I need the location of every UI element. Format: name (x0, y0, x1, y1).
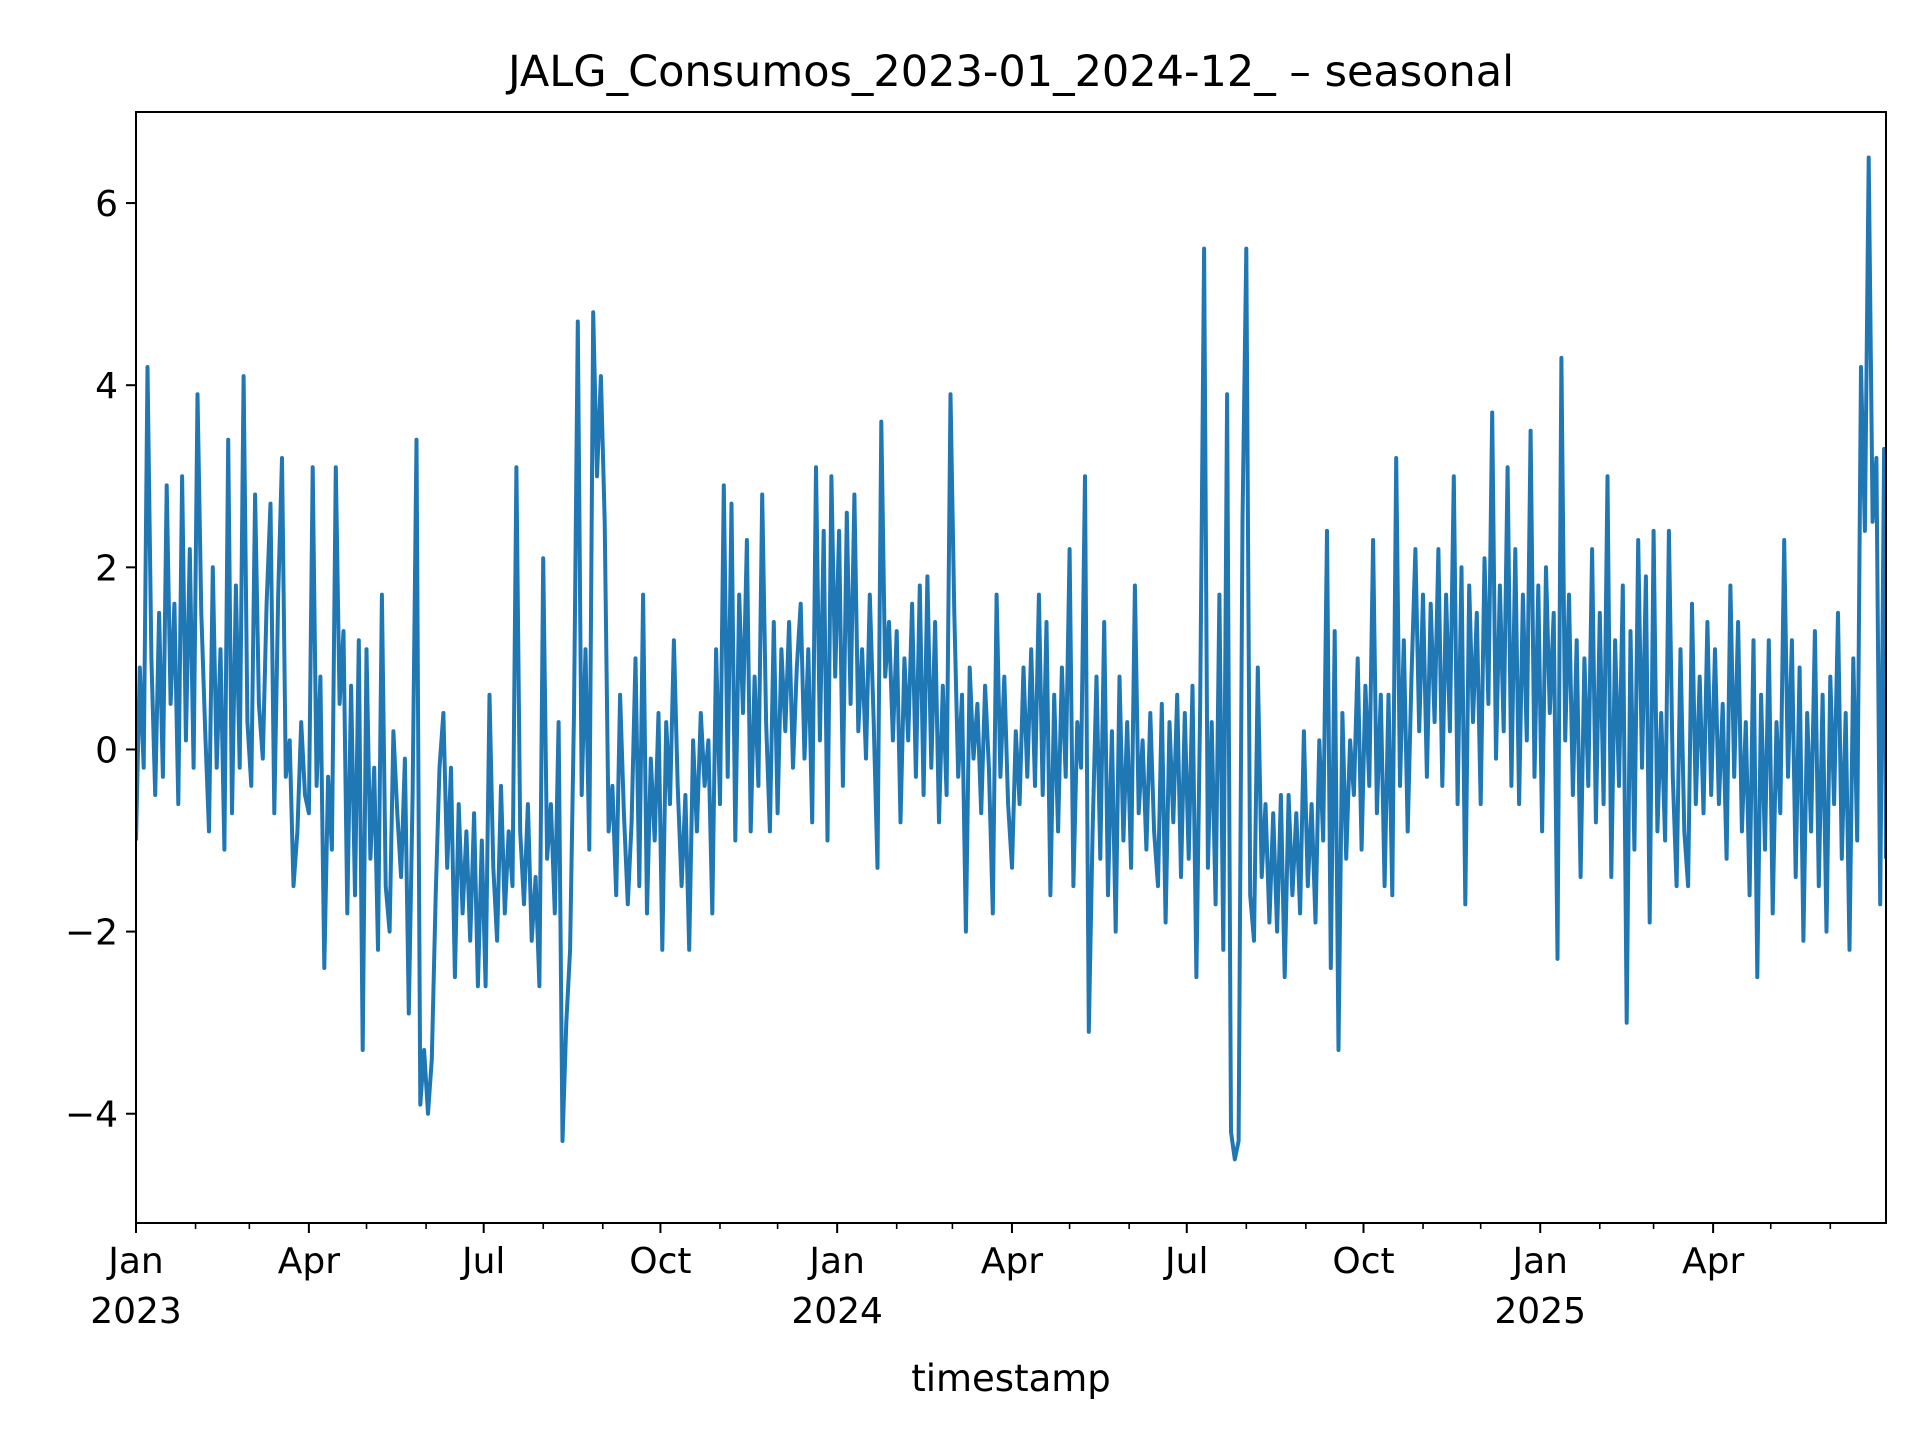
x-axis: Jan 2023 Apr Jul Oct Jan 2024 Apr Jul Oct Jan 2025 A… (90, 1223, 1832, 1332)
y-tick-label: 6 (95, 184, 118, 225)
series-line-0 (136, 155, 1886, 1162)
x-tick-label: Jan (106, 1241, 164, 1282)
x-tick-label: Oct (629, 1241, 691, 1282)
x-tick-label: Jan (807, 1241, 865, 1282)
x-axis-label: timestamp (911, 1357, 1111, 1400)
x-tick-year-label: 2025 (1494, 1291, 1586, 1332)
y-tick-label: −4 (65, 1095, 118, 1136)
x-tick-label: Jul (460, 1241, 505, 1282)
chart-title: JALG_Consumos_2023-01_2024-12_ – seasona… (505, 47, 1514, 97)
x-tick-label: Jul (1163, 1241, 1208, 1282)
x-tick-year-label: 2024 (791, 1291, 883, 1332)
y-tick-label: 4 (95, 366, 118, 407)
x-tick-label: Oct (1332, 1241, 1394, 1282)
x-tick-label: Jan (1510, 1241, 1568, 1282)
y-tick-label: −2 (65, 913, 118, 954)
y-tick-label: 2 (95, 548, 118, 589)
y-tick-label: 0 (95, 730, 118, 771)
y-axis: −4 −2 0 2 4 6 (65, 184, 136, 1136)
x-tick-label: Apr (278, 1241, 340, 1282)
series-layer (136, 155, 1886, 1162)
x-tick-year-label: 2023 (90, 1291, 182, 1332)
x-tick-label: Apr (981, 1241, 1043, 1282)
x-tick-label: Apr (1682, 1241, 1744, 1282)
